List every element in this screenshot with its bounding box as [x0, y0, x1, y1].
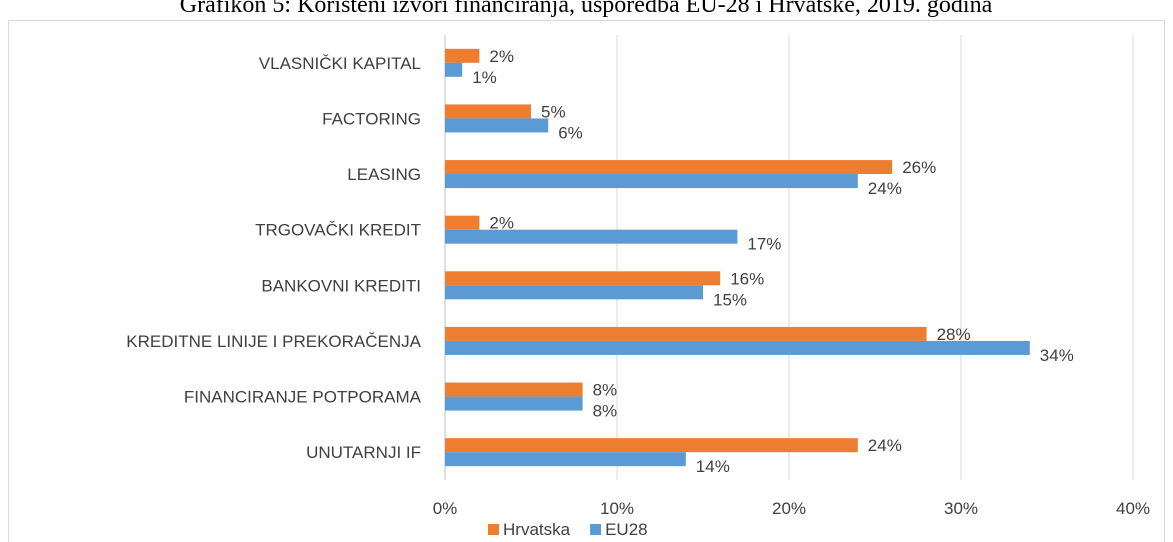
data-label: 8%	[593, 402, 618, 421]
bar	[445, 382, 583, 397]
data-label: 1%	[472, 68, 497, 87]
bar	[445, 452, 686, 467]
bar	[445, 229, 738, 244]
bar	[445, 326, 927, 341]
data-label: 15%	[713, 290, 747, 309]
y-tick-label: FINANCIRANJE POTPORAMA	[184, 388, 422, 407]
bar	[445, 215, 480, 230]
data-label: 2%	[489, 47, 514, 66]
bar	[445, 396, 583, 411]
legend-swatch	[488, 524, 499, 535]
x-tick-label: 40%	[1116, 499, 1150, 518]
data-label: 8%	[593, 381, 618, 400]
legend-label: Hrvatska	[503, 520, 571, 539]
data-label: 24%	[868, 179, 902, 198]
chart-title: Grafikon 5: Korišteni izvori financiranj…	[180, 0, 993, 18]
y-tick-label: TRGOVAČKI KREDIT	[255, 221, 421, 240]
y-tick-label: BANKOVNI KREDITI	[261, 276, 421, 295]
data-label: 34%	[1040, 346, 1074, 365]
data-label: 2%	[489, 214, 514, 233]
bar	[445, 104, 531, 119]
data-label: 17%	[747, 235, 781, 254]
legend-swatch	[590, 524, 602, 535]
y-tick-label: UNUTARNJI IF	[306, 443, 421, 462]
bar	[445, 48, 480, 63]
bar	[445, 118, 549, 133]
bar	[445, 174, 858, 189]
bar	[445, 271, 721, 286]
data-label: 14%	[696, 457, 730, 476]
x-tick-label: 10%	[600, 499, 634, 518]
bar	[445, 438, 858, 453]
bar	[445, 285, 703, 300]
data-label: 24%	[868, 436, 902, 455]
legend-label: EU28	[605, 520, 648, 539]
y-tick-label: LEASING	[347, 165, 421, 184]
x-tick-label: 20%	[772, 499, 806, 518]
data-label: 6%	[558, 123, 583, 142]
x-tick-label: 0%	[433, 499, 458, 518]
data-label: 28%	[937, 325, 971, 344]
y-tick-label: FACTORING	[322, 109, 421, 128]
bar	[445, 160, 893, 175]
bar	[445, 62, 463, 77]
data-label: 16%	[730, 269, 764, 288]
data-label: 5%	[541, 102, 566, 121]
data-label: 26%	[902, 158, 936, 177]
x-tick-label: 30%	[944, 499, 978, 518]
bar	[445, 340, 1030, 355]
y-tick-label: VLASNIČKI KAPITAL	[259, 54, 421, 73]
y-tick-label: KREDITNE LINIJE I PREKORAČENJA	[126, 332, 421, 351]
